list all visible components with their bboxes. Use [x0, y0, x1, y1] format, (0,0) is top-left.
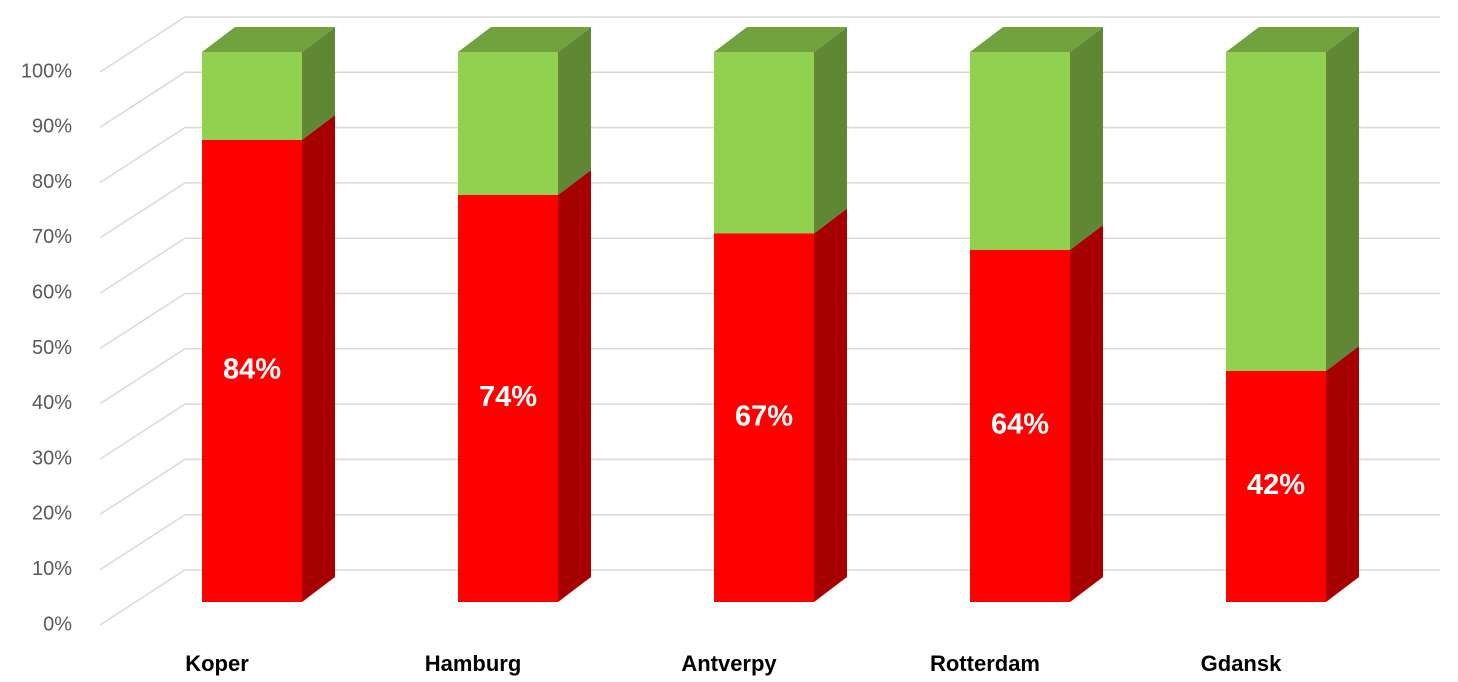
- x-tick-label: Hamburg: [425, 651, 522, 676]
- bar-front: [714, 52, 814, 234]
- bar-front: [202, 140, 302, 602]
- y-tick-label: 30%: [32, 447, 72, 469]
- bar-front: [1226, 52, 1326, 371]
- bar: [970, 27, 1103, 250]
- bar-side: [558, 27, 591, 195]
- bar-front: [714, 233, 814, 602]
- y-tick-label: 90%: [32, 116, 72, 138]
- bar-side: [814, 27, 847, 234]
- bar-top: [458, 27, 591, 52]
- bar-side: [814, 208, 847, 602]
- bar-front: [458, 195, 558, 602]
- bar-front: [970, 250, 1070, 602]
- data-label: 67%: [735, 400, 793, 432]
- bar-side: [1326, 27, 1359, 371]
- bar-front: [458, 52, 558, 195]
- data-label: 74%: [479, 381, 537, 413]
- x-tick-label: Koper: [185, 651, 249, 676]
- bar-side: [1326, 346, 1359, 602]
- data-label: 42%: [1247, 469, 1305, 501]
- x-tick-label: Gdansk: [1201, 651, 1282, 676]
- bar: [458, 27, 591, 195]
- bar-side: [558, 170, 591, 602]
- bar-top: [970, 27, 1103, 52]
- bar-side: [302, 115, 335, 602]
- bar: [714, 27, 847, 234]
- bar-side: [302, 27, 335, 140]
- bar: [458, 170, 591, 602]
- y-tick-label: 100%: [21, 60, 72, 82]
- bar-front: [970, 52, 1070, 250]
- data-label: 84%: [223, 354, 281, 386]
- bar: [970, 225, 1103, 602]
- bar: [1226, 346, 1359, 602]
- bar: [714, 208, 847, 602]
- x-tick-label: Antverpy: [681, 651, 777, 676]
- y-tick-label: 0%: [43, 613, 72, 635]
- data-label: 64%: [991, 409, 1049, 441]
- bar-side: [1070, 27, 1103, 250]
- bar-top: [202, 27, 335, 52]
- bar: [202, 115, 335, 602]
- y-tick-label: 70%: [32, 226, 72, 248]
- y-tick-label: 40%: [32, 392, 72, 414]
- bar-side: [1070, 225, 1103, 602]
- y-tick-label: 50%: [32, 337, 72, 359]
- y-tick-label: 10%: [32, 558, 72, 580]
- bar-top: [1226, 27, 1359, 52]
- bar-top: [714, 27, 847, 52]
- x-tick-label: Rotterdam: [930, 651, 1040, 676]
- y-tick-label: 80%: [32, 171, 72, 193]
- grid-line: [99, 16, 1440, 73]
- bar-front: [1226, 371, 1326, 602]
- bar: [202, 27, 335, 140]
- y-tick-label: 60%: [32, 281, 72, 303]
- bar: [1226, 27, 1359, 371]
- y-tick-label: 20%: [32, 503, 72, 525]
- bar-front: [202, 52, 302, 140]
